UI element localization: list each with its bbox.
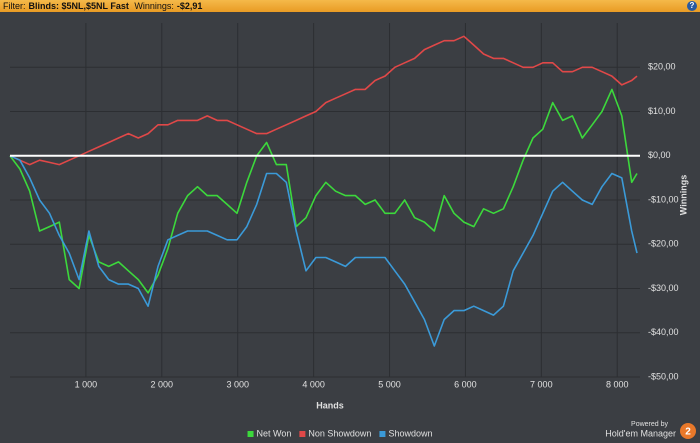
legend-label: Net Won xyxy=(257,428,292,438)
help-button[interactable]: ? xyxy=(687,1,697,11)
legend-label: Showdown xyxy=(388,428,432,438)
x-axis-title: Hands xyxy=(316,400,344,410)
series-line xyxy=(9,155,638,347)
brand-logo xyxy=(680,423,696,439)
x-tick-label: 6 000 xyxy=(454,379,477,389)
winnings-label: Winnings: xyxy=(134,1,174,11)
x-tick-label: 5 000 xyxy=(378,379,401,389)
powered-by: Powered by xyxy=(631,421,668,428)
brand: Hold'em Manager xyxy=(605,428,676,438)
x-tick-label: 7 000 xyxy=(530,379,553,389)
y-axis-title: Winnings xyxy=(678,175,688,215)
legend-item: Showdown xyxy=(379,428,432,438)
x-tick-label: 3 000 xyxy=(226,379,249,389)
legend-swatch xyxy=(247,431,254,437)
y-tick-label: -$40,00 xyxy=(648,327,679,337)
x-tick-label: 4 000 xyxy=(302,379,325,389)
y-tick-label: $10,00 xyxy=(648,106,676,116)
legend-swatch xyxy=(379,431,386,437)
filter-bar: Filter: Blinds: $5NL,$5NL Fast Winnings: -… xyxy=(0,0,700,12)
brand-version: 2 xyxy=(685,427,691,438)
filter-label: Filter: xyxy=(3,1,26,11)
y-tick-label: $20,00 xyxy=(648,62,676,72)
x-tick-label: 2 000 xyxy=(151,379,174,389)
y-tick-label: -$30,00 xyxy=(648,283,679,293)
legend-swatch xyxy=(299,431,306,437)
winnings-value: -$2,91 xyxy=(176,1,203,11)
legend-item: Net Won xyxy=(247,428,292,438)
y-tick-label: -$10,00 xyxy=(648,194,679,204)
legend-item: Non Showdown xyxy=(299,428,371,438)
legend-label: Non Showdown xyxy=(308,428,371,438)
series-line xyxy=(9,35,638,166)
y-tick-label: -$20,00 xyxy=(648,239,679,249)
x-tick-label: 1 000 xyxy=(75,379,98,389)
filter-value: Blinds: $5NL,$5NL Fast xyxy=(28,1,129,11)
y-tick-label: -$50,00 xyxy=(648,371,679,381)
grid xyxy=(10,23,640,378)
x-tick-label: 8 000 xyxy=(606,379,629,389)
y-tick-label: $0,00 xyxy=(648,150,671,160)
series-line xyxy=(9,88,638,294)
